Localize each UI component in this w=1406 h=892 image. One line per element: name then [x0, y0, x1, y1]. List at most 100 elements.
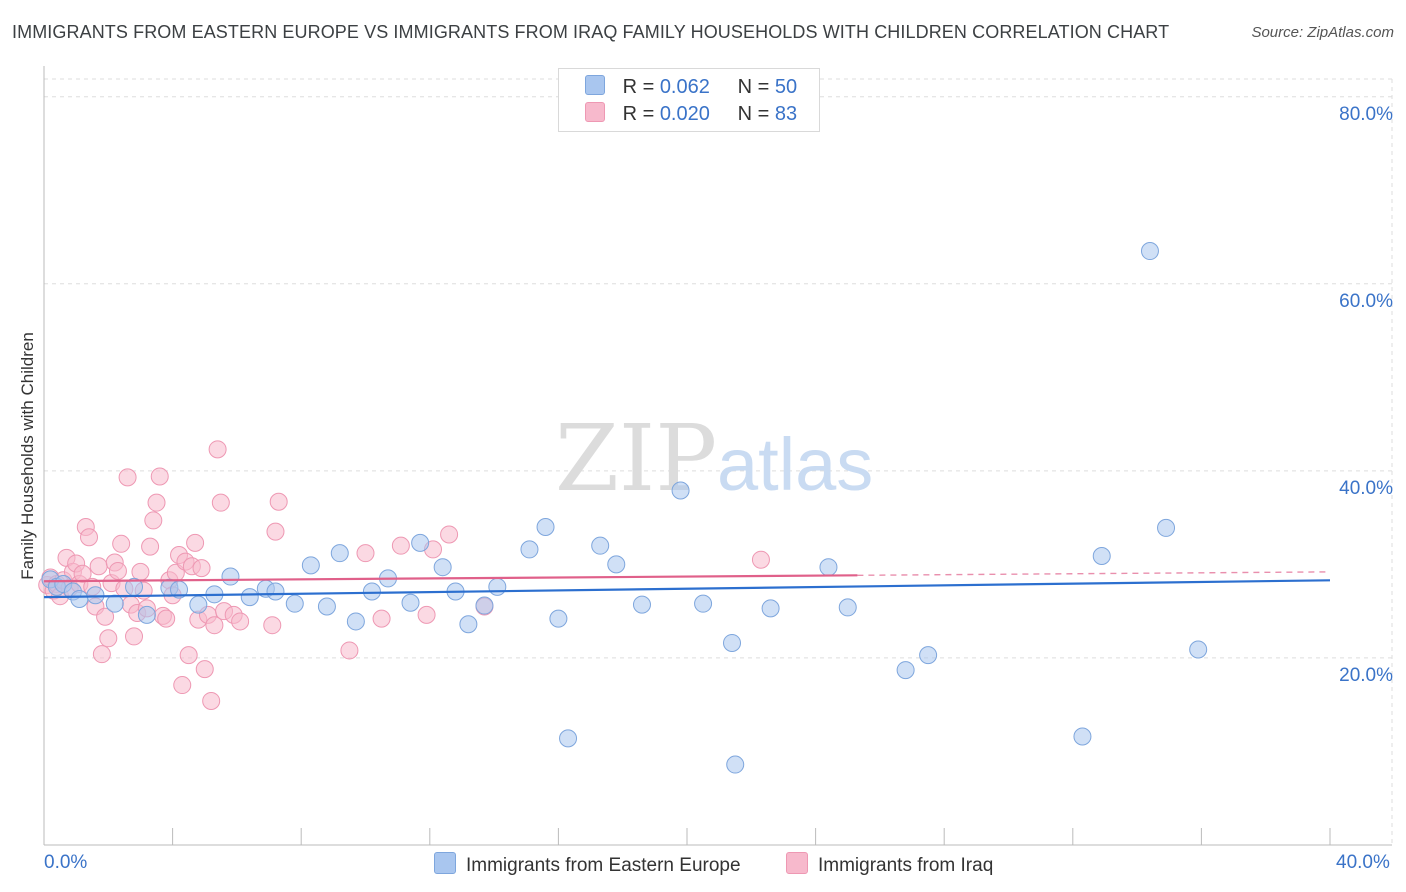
- bottom-legend-eastern-europe: Immigrants from Eastern Europe: [434, 852, 741, 877]
- eastern-europe-point: [240, 588, 259, 607]
- legend-n-label: N =: [737, 76, 770, 98]
- eastern-europe-point: [726, 755, 745, 774]
- trend-lines: [43, 571, 1331, 599]
- iraq-point: [125, 627, 144, 646]
- iraq-trend-line-extension: [857, 571, 1331, 577]
- iraq-point: [266, 522, 285, 541]
- eastern-europe-point: [723, 633, 742, 652]
- source-credit: Source: ZipAtlas.com: [1251, 24, 1394, 41]
- legend-r-value: 0.020: [659, 103, 710, 125]
- watermark-atlas: atlas: [717, 423, 873, 506]
- iraq-point: [202, 691, 221, 710]
- iraq-point: [417, 605, 436, 624]
- iraq-point: [269, 492, 288, 511]
- eastern-europe-point: [607, 555, 626, 574]
- eastern-europe-point: [433, 558, 452, 577]
- iraq-point: [118, 468, 137, 487]
- iraq-point: [108, 561, 127, 580]
- bottom-legend-label: Immigrants from Eastern Europe: [466, 855, 741, 876]
- iraq-point: [150, 467, 169, 486]
- iraq-point: [340, 641, 359, 660]
- legend-n-value: 50: [774, 76, 798, 98]
- eastern-europe-point: [221, 567, 240, 586]
- iraq-point: [208, 440, 227, 459]
- y-tick-label: 80.0%: [1339, 103, 1393, 125]
- eastern-europe-point: [346, 612, 365, 631]
- iraq-point: [147, 493, 166, 512]
- iraq-point: [263, 616, 282, 635]
- eastern-europe-point: [671, 481, 690, 500]
- chart-title: IMMIGRANTS FROM EASTERN EUROPE VS IMMIGR…: [12, 22, 1170, 42]
- eastern-europe-point: [838, 598, 857, 617]
- watermark: ZIP atlas: [555, 405, 873, 512]
- bottom-legend-label: Immigrants from Iraq: [818, 855, 994, 876]
- eastern-europe-point: [266, 582, 285, 601]
- eastern-europe-point: [632, 595, 651, 614]
- eastern-europe-point: [137, 605, 156, 624]
- iraq-point: [157, 609, 176, 628]
- eastern-europe-point: [1140, 242, 1159, 261]
- eastern-europe-point: [459, 615, 478, 634]
- eastern-europe-point: [761, 599, 780, 618]
- legend-r-value: 0.062: [659, 76, 710, 98]
- iraq-point: [73, 564, 92, 583]
- eastern-europe-point: [559, 729, 578, 748]
- iraq-point: [179, 646, 198, 665]
- iraq-point: [112, 534, 131, 553]
- series-eastern-europe-points: [41, 242, 1208, 774]
- legend-row-iraq: R = 0.020 N = 83: [585, 102, 797, 126]
- eastern-europe-point: [694, 594, 713, 613]
- eastern-europe-point: [70, 589, 89, 608]
- eastern-europe-point: [591, 536, 610, 555]
- eastern-europe-point: [330, 544, 349, 563]
- watermark-zip: ZIP: [555, 405, 717, 512]
- iraq-point: [173, 676, 192, 695]
- correlation-legend: R = 0.062 N = 50 R = 0.020 N = 83: [558, 68, 820, 132]
- eastern-europe-trend-line: [43, 579, 1331, 599]
- iraq-point: [372, 609, 391, 628]
- eastern-europe-point: [189, 595, 208, 614]
- iraq-point: [195, 660, 214, 679]
- eastern-europe-point: [86, 586, 105, 605]
- iraq-point: [99, 629, 118, 648]
- eastern-europe-point: [1092, 546, 1111, 565]
- iraq-point: [231, 612, 250, 631]
- iraq-point: [80, 528, 99, 547]
- eastern-europe-point: [896, 661, 915, 680]
- eastern-europe-point: [919, 646, 938, 665]
- iraq-point: [205, 616, 224, 635]
- legend-row-eastern-europe: R = 0.062 N = 50: [585, 75, 797, 99]
- iraq-point: [144, 511, 163, 530]
- eastern-europe-point: [1189, 640, 1208, 659]
- eastern-europe-point: [362, 582, 381, 601]
- eastern-europe-point: [520, 540, 539, 559]
- iraq-point: [89, 557, 108, 576]
- eastern-europe-point: [1073, 727, 1092, 746]
- y-tick-label: 20.0%: [1339, 664, 1393, 686]
- legend-n-label: N =: [737, 103, 770, 125]
- eastern-europe-point: [488, 577, 507, 596]
- eastern-europe-point: [105, 594, 124, 613]
- iraq-point: [92, 645, 111, 664]
- iraq-point: [440, 525, 459, 544]
- legend-swatch-pink: [585, 102, 605, 122]
- y-tick-label: 60.0%: [1339, 290, 1393, 312]
- legend-r-label: R =: [622, 103, 655, 125]
- eastern-europe-point: [285, 594, 304, 613]
- eastern-europe-point: [819, 558, 838, 577]
- y-tick-label: 40.0%: [1339, 477, 1393, 499]
- axes: [43, 66, 1392, 846]
- eastern-europe-point: [401, 593, 420, 612]
- eastern-europe-point: [411, 533, 430, 552]
- bottom-legend-iraq: Immigrants from Iraq: [786, 852, 993, 877]
- iraq-point: [751, 550, 770, 569]
- x-tick-label-max: 40.0%: [1336, 852, 1390, 873]
- iraq-trend-line: [43, 574, 858, 583]
- iraq-point: [141, 537, 160, 556]
- iraq-point: [356, 544, 375, 563]
- iraq-point: [192, 559, 211, 578]
- eastern-europe-point: [317, 597, 336, 616]
- x-tick-label-min: 0.0%: [44, 852, 88, 873]
- iraq-point: [186, 533, 205, 552]
- bottom-legend-swatch-pink: [786, 852, 808, 874]
